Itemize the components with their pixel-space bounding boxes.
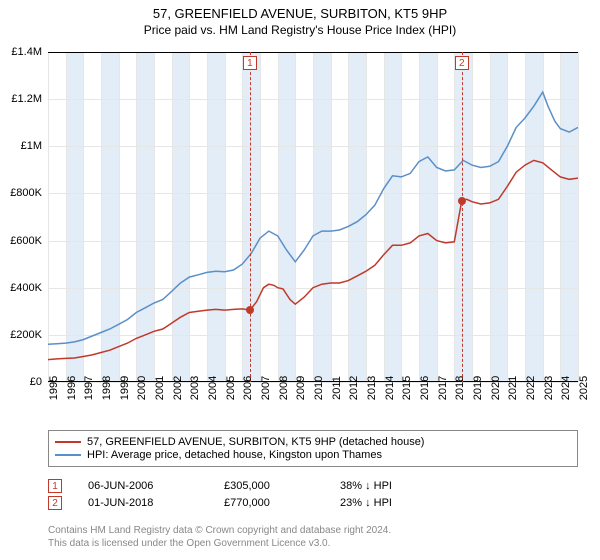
x-axis-label: 1999 bbox=[119, 376, 131, 400]
gridline bbox=[578, 52, 579, 382]
y-axis-label: £0 bbox=[30, 376, 42, 388]
x-axis-label: 2018 bbox=[454, 376, 466, 400]
sale-price: £770,000 bbox=[224, 497, 314, 509]
chart-plot-area: 12 £0£200K£400K£600K£800K£1M£1.2M£1.4M 1… bbox=[48, 52, 578, 382]
x-axis-label: 2025 bbox=[578, 376, 590, 400]
legend-swatch-price bbox=[55, 441, 81, 443]
legend-label-price: 57, GREENFIELD AVENUE, SURBITON, KT5 9HP… bbox=[87, 436, 424, 448]
sale-marker-line bbox=[250, 52, 251, 382]
x-axis-label: 2000 bbox=[136, 376, 148, 400]
sale-marker-badge: 2 bbox=[455, 56, 469, 70]
x-axis-label: 2008 bbox=[278, 376, 290, 400]
x-axis-label: 2022 bbox=[525, 376, 537, 400]
x-axis-label: 2014 bbox=[384, 376, 396, 400]
x-axis-label: 1997 bbox=[83, 376, 95, 400]
x-axis-label: 2016 bbox=[419, 376, 431, 400]
attribution-line: This data is licensed under the Open Gov… bbox=[48, 537, 391, 550]
x-axis-label: 2004 bbox=[207, 376, 219, 400]
series-line-price_paid bbox=[48, 160, 578, 359]
x-axis-label: 2011 bbox=[331, 376, 343, 400]
sale-dot bbox=[246, 306, 254, 314]
series-line-hpi bbox=[48, 92, 578, 344]
y-axis-label: £1.2M bbox=[11, 93, 42, 105]
x-axis-label: 2007 bbox=[260, 376, 272, 400]
attribution-line: Contains HM Land Registry data © Crown c… bbox=[48, 524, 391, 537]
x-axis-label: 2002 bbox=[172, 376, 184, 400]
y-axis-label: £600K bbox=[10, 235, 42, 247]
x-axis-label: 2013 bbox=[366, 376, 378, 400]
chart-container: 57, GREENFIELD AVENUE, SURBITON, KT5 9HP… bbox=[0, 0, 600, 560]
chart-title-address: 57, GREENFIELD AVENUE, SURBITON, KT5 9HP bbox=[0, 6, 600, 21]
sale-badge-2: 2 bbox=[48, 496, 62, 510]
sale-date: 01-JUN-2018 bbox=[88, 497, 198, 509]
x-axis-label: 2015 bbox=[401, 376, 413, 400]
x-axis-label: 2023 bbox=[543, 376, 555, 400]
attribution: Contains HM Land Registry data © Crown c… bbox=[48, 524, 391, 550]
x-axis-label: 1998 bbox=[101, 376, 113, 400]
table-row: 2 01-JUN-2018 £770,000 23% ↓ HPI bbox=[48, 496, 440, 510]
sale-marker-line bbox=[462, 52, 463, 382]
sale-vs-hpi: 23% ↓ HPI bbox=[340, 497, 440, 509]
sale-dot bbox=[458, 197, 466, 205]
x-axis-label: 2012 bbox=[348, 376, 360, 400]
sale-badge-1: 1 bbox=[48, 479, 62, 493]
x-axis-label: 2020 bbox=[490, 376, 502, 400]
x-axis-label: 2003 bbox=[189, 376, 201, 400]
x-axis-label: 2019 bbox=[472, 376, 484, 400]
chart-subtitle: Price paid vs. HM Land Registry's House … bbox=[0, 23, 600, 37]
table-row: 1 06-JUN-2006 £305,000 38% ↓ HPI bbox=[48, 479, 440, 493]
x-axis-label: 2021 bbox=[507, 376, 519, 400]
sale-date: 06-JUN-2006 bbox=[88, 480, 198, 492]
x-axis-label: 1995 bbox=[48, 376, 60, 400]
y-axis-label: £400K bbox=[10, 282, 42, 294]
sale-price: £305,000 bbox=[224, 480, 314, 492]
legend-item: 57, GREENFIELD AVENUE, SURBITON, KT5 9HP… bbox=[55, 436, 571, 448]
legend-item: HPI: Average price, detached house, King… bbox=[55, 449, 571, 461]
line-chart-svg bbox=[48, 52, 578, 382]
sale-marker-badge: 1 bbox=[243, 56, 257, 70]
legend-label-hpi: HPI: Average price, detached house, King… bbox=[87, 449, 382, 461]
x-axis-label: 1996 bbox=[66, 376, 78, 400]
x-axis-label: 2001 bbox=[154, 376, 166, 400]
y-axis-label: £1.4M bbox=[11, 46, 42, 58]
x-axis-label: 2009 bbox=[295, 376, 307, 400]
legend: 57, GREENFIELD AVENUE, SURBITON, KT5 9HP… bbox=[48, 430, 578, 467]
x-axis-label: 2006 bbox=[242, 376, 254, 400]
sales-table: 1 06-JUN-2006 £305,000 38% ↓ HPI 2 01-JU… bbox=[48, 476, 440, 513]
title-block: 57, GREENFIELD AVENUE, SURBITON, KT5 9HP… bbox=[0, 0, 600, 39]
x-axis-label: 2005 bbox=[225, 376, 237, 400]
x-axis-label: 2017 bbox=[437, 376, 449, 400]
y-axis-label: £800K bbox=[10, 187, 42, 199]
x-axis-label: 2024 bbox=[560, 376, 572, 400]
y-axis-label: £200K bbox=[10, 329, 42, 341]
x-axis-label: 2010 bbox=[313, 376, 325, 400]
sale-vs-hpi: 38% ↓ HPI bbox=[340, 480, 440, 492]
y-axis-label: £1M bbox=[21, 140, 42, 152]
legend-swatch-hpi bbox=[55, 454, 81, 456]
